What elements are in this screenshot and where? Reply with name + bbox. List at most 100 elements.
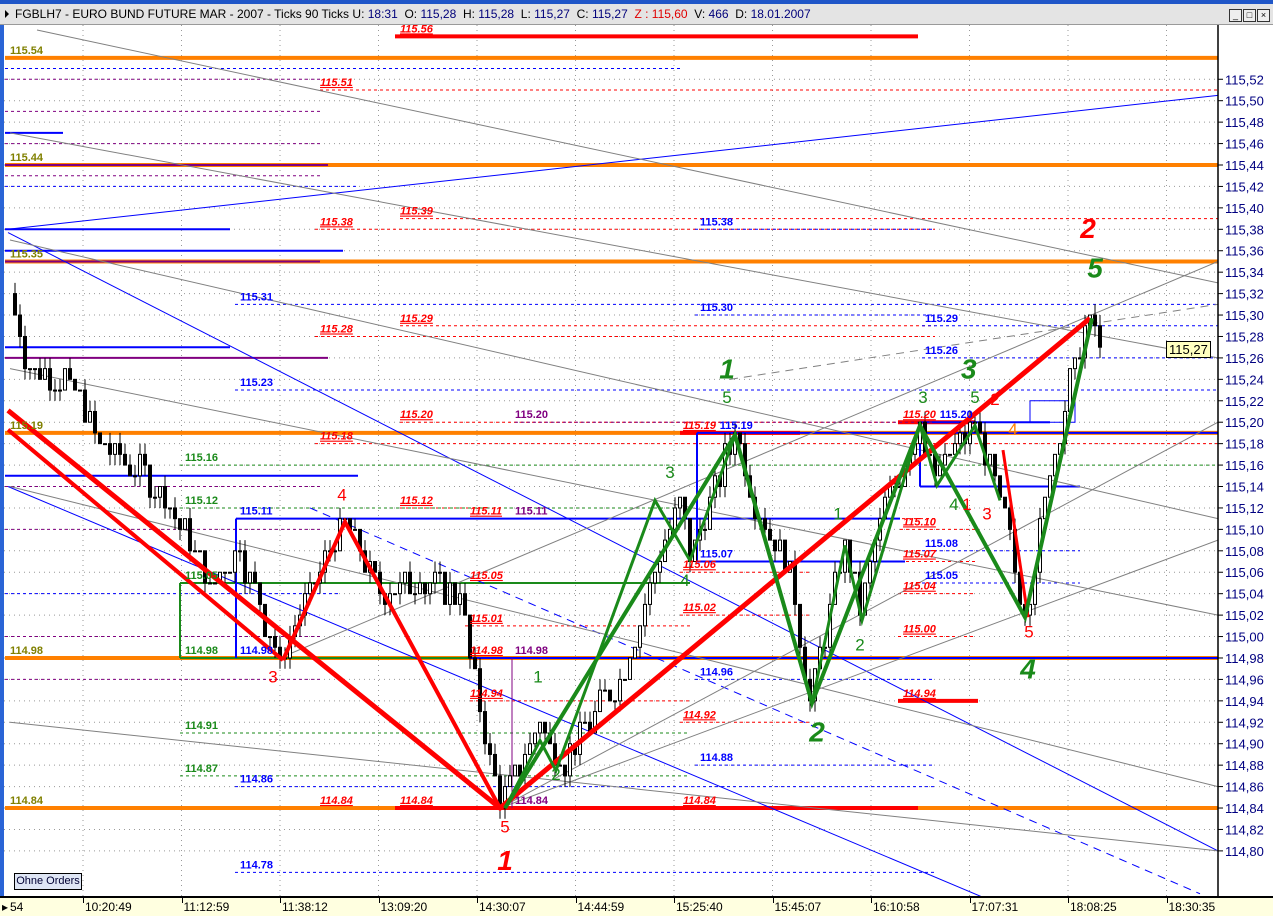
time-label-first: 54 bbox=[10, 900, 24, 914]
menu-arrow-icon[interactable] bbox=[5, 10, 9, 18]
time-label: 16:10:58 bbox=[873, 900, 920, 914]
candle-body bbox=[703, 528, 707, 531]
y-tick-label: 115,00 bbox=[1225, 630, 1264, 645]
candle-body bbox=[213, 582, 217, 585]
level-label: 114.86 bbox=[240, 774, 273, 786]
candle-body bbox=[638, 625, 642, 648]
y-tick-label: 115,36 bbox=[1225, 244, 1264, 259]
y-tick-label: 115,42 bbox=[1225, 179, 1264, 194]
candle-body bbox=[223, 571, 227, 574]
low-value: 115,27 bbox=[534, 7, 570, 21]
x-tick bbox=[969, 898, 971, 903]
candle-body bbox=[308, 582, 312, 595]
candle-body bbox=[118, 443, 122, 455]
candle-body bbox=[1073, 357, 1077, 370]
wave-line bbox=[6, 428, 285, 662]
candle-body bbox=[108, 443, 112, 455]
level-label: 115.31 bbox=[240, 291, 273, 303]
current-price-marker: 115,27 bbox=[1166, 341, 1211, 358]
wave-label: 4 bbox=[1019, 653, 1036, 684]
level-label: 115.05 bbox=[185, 570, 218, 582]
time-label: 18:08:25 bbox=[1070, 900, 1117, 914]
wave-label: 1 bbox=[719, 353, 735, 384]
u-label: U: bbox=[352, 7, 365, 21]
wave-label: 5 bbox=[722, 388, 731, 407]
y-tick-label: 114,84 bbox=[1225, 801, 1264, 816]
candle-body bbox=[993, 453, 997, 477]
wave-label: 1 bbox=[533, 668, 542, 687]
y-tick-label: 114,88 bbox=[1225, 758, 1264, 773]
level-label: 115.08 bbox=[925, 538, 958, 550]
minimize-button[interactable]: _ bbox=[1229, 9, 1242, 22]
level-label: 115.05 bbox=[470, 570, 504, 582]
candle-body bbox=[403, 571, 407, 584]
time-label: 13:09:20 bbox=[380, 900, 428, 914]
y-tick-label: 114,80 bbox=[1225, 844, 1264, 859]
trend-line bbox=[7, 94, 1218, 230]
level-label: 114.84 bbox=[683, 795, 716, 807]
y-tick-label: 115,44 bbox=[1225, 158, 1264, 173]
candle-body bbox=[208, 582, 212, 585]
wave-label: 4 bbox=[949, 495, 958, 514]
candle-body bbox=[458, 593, 462, 605]
candle-body bbox=[853, 571, 857, 574]
level-label: 115.44 bbox=[10, 152, 44, 164]
level-label: 114.98 bbox=[515, 645, 548, 657]
close-label: C: bbox=[576, 7, 589, 21]
level-label: 115.20 bbox=[400, 409, 434, 421]
level-label: 114.98 bbox=[10, 645, 43, 657]
candle-body bbox=[353, 528, 357, 531]
candle-body bbox=[113, 443, 117, 455]
candle-body bbox=[173, 507, 177, 520]
candle-body bbox=[38, 368, 42, 380]
candle-body bbox=[473, 657, 477, 670]
x-tick bbox=[83, 898, 84, 903]
candle-body bbox=[763, 518, 767, 530]
candle-body bbox=[443, 571, 447, 605]
candle-body bbox=[773, 539, 777, 552]
y-tick-label: 115,32 bbox=[1225, 287, 1264, 302]
wave-label: 3 bbox=[665, 463, 674, 482]
candle-body bbox=[18, 314, 22, 337]
ohne-orders-button[interactable]: Ohne Orders bbox=[14, 873, 82, 890]
candle-body bbox=[478, 668, 482, 713]
candle-body bbox=[433, 571, 437, 584]
trend-line bbox=[7, 486, 982, 896]
level-label: 114.84 bbox=[515, 795, 549, 807]
candle-body bbox=[98, 432, 102, 445]
symbol-label: FGBLH7 - EURO BUND FUTURE MAR - 2007 - T… bbox=[15, 7, 350, 21]
x-tick bbox=[280, 898, 281, 903]
level-label: 115.07 bbox=[903, 549, 937, 561]
trend-line bbox=[7, 232, 1218, 852]
y-tick-label: 115,48 bbox=[1225, 115, 1264, 130]
x-tick bbox=[674, 898, 675, 903]
trend-line bbox=[1029, 400, 1076, 423]
level-label: 115.12 bbox=[185, 495, 218, 507]
candle-body bbox=[768, 528, 772, 541]
level-label: 114.96 bbox=[700, 666, 733, 678]
candle-body bbox=[468, 614, 472, 659]
maximize-button[interactable]: □ bbox=[1243, 9, 1256, 22]
level-label: 115.20 bbox=[903, 409, 937, 421]
window-controls: _ □ × bbox=[1229, 9, 1270, 22]
level-label: 114.92 bbox=[683, 709, 716, 721]
wave-label: 3 bbox=[268, 668, 277, 687]
level-label: 114.98 bbox=[240, 645, 273, 657]
wave-label: 1 bbox=[497, 845, 513, 876]
z-label: Z : bbox=[634, 7, 649, 21]
candle-body bbox=[28, 368, 32, 371]
y-axis: 115,52 115,50 115,48 115,46 115,44 115,42 115,… bbox=[1218, 72, 1264, 859]
candle-body bbox=[528, 743, 532, 755]
candle-body bbox=[268, 636, 272, 639]
x-tick bbox=[575, 898, 577, 903]
high-label: H: bbox=[462, 7, 475, 21]
candle-body bbox=[178, 518, 182, 530]
level-label: 115.12 bbox=[400, 495, 433, 507]
close-button[interactable]: × bbox=[1257, 9, 1270, 22]
candle-body bbox=[483, 711, 487, 745]
candle-body bbox=[153, 496, 157, 499]
level-label: 114.94 bbox=[470, 688, 503, 700]
candle-body bbox=[793, 561, 797, 605]
